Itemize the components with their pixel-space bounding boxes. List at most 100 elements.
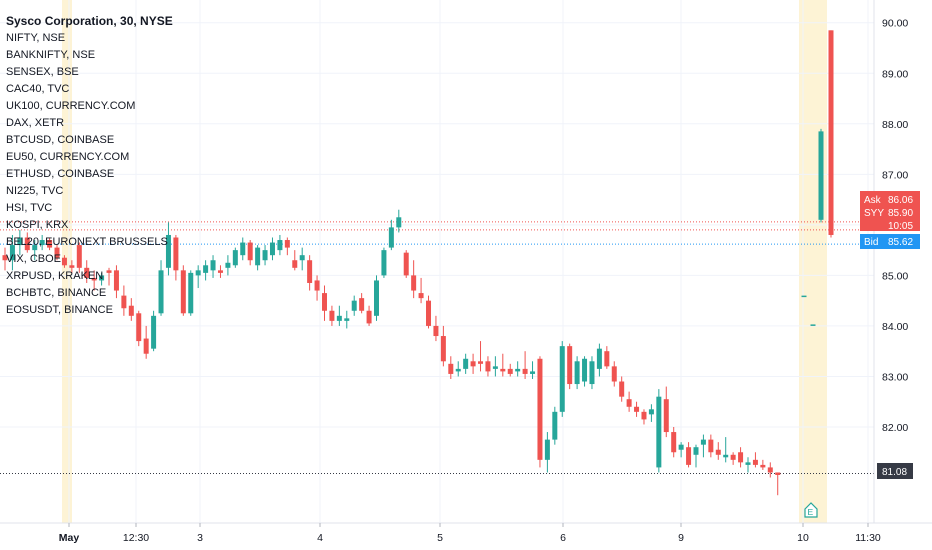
candle[interactable] <box>47 237 53 251</box>
candle[interactable] <box>574 356 580 390</box>
candle[interactable] <box>255 245 261 271</box>
candle[interactable] <box>99 272 105 286</box>
candle[interactable] <box>656 389 662 473</box>
candle[interactable] <box>611 361 617 387</box>
candle[interactable] <box>351 295 357 316</box>
symbol-item[interactable]: VIX, CBOE <box>6 253 62 265</box>
candle[interactable] <box>485 356 491 377</box>
candle[interactable] <box>210 255 216 278</box>
candle[interactable] <box>582 356 588 387</box>
candle[interactable] <box>173 234 179 281</box>
candle[interactable] <box>411 260 417 299</box>
candle[interactable] <box>180 265 186 316</box>
candle[interactable] <box>165 222 171 276</box>
candle[interactable] <box>515 361 521 377</box>
candle[interactable] <box>828 30 834 238</box>
symbol-item[interactable]: DAX, XETR <box>6 117 65 129</box>
candle[interactable] <box>292 250 298 271</box>
candle[interactable] <box>596 343 602 377</box>
candle[interactable] <box>801 295 807 298</box>
candle[interactable] <box>203 260 209 281</box>
symbol-item[interactable]: XRPUSD, KRAKEN <box>6 270 104 282</box>
candle[interactable] <box>136 310 142 347</box>
candle[interactable] <box>537 356 543 468</box>
candle[interactable] <box>225 255 231 276</box>
candle[interactable] <box>403 250 409 278</box>
symbol-item[interactable]: NIFTY, NSE <box>6 32 66 44</box>
candle[interactable] <box>693 444 699 468</box>
candle[interactable] <box>507 363 513 377</box>
candle[interactable] <box>17 229 23 256</box>
candle[interactable] <box>39 234 45 251</box>
candle[interactable] <box>314 275 320 301</box>
candle[interactable] <box>336 305 342 326</box>
candle[interactable] <box>9 234 15 271</box>
candle[interactable] <box>715 442 721 460</box>
candle[interactable] <box>745 457 751 473</box>
symbol-item[interactable]: CAC40, TVC <box>6 83 70 95</box>
candle[interactable] <box>61 255 67 268</box>
candle[interactable] <box>91 270 97 291</box>
candle[interactable] <box>760 459 766 470</box>
symbol-item[interactable]: UK100, CURRENCY.COM <box>6 100 136 112</box>
candle[interactable] <box>128 298 134 321</box>
candle[interactable] <box>151 310 157 352</box>
candle[interactable] <box>604 346 610 369</box>
candle[interactable] <box>188 270 194 316</box>
symbol-item[interactable]: NI225, TVC <box>6 185 64 197</box>
candle[interactable] <box>321 285 327 321</box>
candle[interactable] <box>359 293 365 314</box>
candle[interactable] <box>723 437 729 463</box>
candle[interactable] <box>663 386 669 438</box>
candle[interactable] <box>589 356 595 390</box>
symbol-item[interactable]: BTCUSD, COINBASE <box>6 134 115 146</box>
candle[interactable] <box>69 260 75 273</box>
candle[interactable] <box>269 237 275 261</box>
candle[interactable] <box>366 305 372 326</box>
candle[interactable] <box>648 404 654 422</box>
candle[interactable] <box>463 353 469 374</box>
candle[interactable] <box>344 310 350 329</box>
candle[interactable] <box>262 245 268 266</box>
candle[interactable] <box>619 376 625 402</box>
candle[interactable] <box>232 247 238 268</box>
candle[interactable] <box>217 265 223 278</box>
candle[interactable] <box>240 237 246 261</box>
candle[interactable] <box>32 240 38 261</box>
symbol-item[interactable]: BEL20, EURONEXT BRUSSELS <box>6 236 168 248</box>
candle[interactable] <box>544 432 550 473</box>
candle[interactable] <box>24 232 30 253</box>
candle[interactable] <box>448 356 454 379</box>
candle[interactable] <box>700 434 706 458</box>
candle[interactable] <box>522 351 528 379</box>
candle[interactable] <box>730 452 736 465</box>
time-axis[interactable]: May 12:30 3 4 5 6 9 10 11:30 <box>59 523 881 544</box>
candle[interactable] <box>500 353 506 377</box>
candle[interactable] <box>2 247 8 271</box>
candle[interactable] <box>775 472 781 496</box>
candle[interactable] <box>284 237 290 256</box>
candle[interactable] <box>478 341 484 372</box>
candle[interactable] <box>113 265 119 299</box>
candle[interactable] <box>277 234 283 256</box>
candle[interactable] <box>307 255 313 291</box>
symbol-item[interactable]: KOSPI, KRX <box>6 219 69 231</box>
candle[interactable] <box>54 245 60 261</box>
candle[interactable] <box>299 247 305 271</box>
symbol-item[interactable]: BANKNIFTY, NSE <box>6 49 96 61</box>
candle[interactable] <box>195 265 201 289</box>
candle[interactable] <box>559 341 565 417</box>
candle[interactable] <box>388 219 394 251</box>
candle[interactable] <box>567 343 573 390</box>
candle[interactable] <box>708 434 714 458</box>
candle[interactable] <box>738 447 744 468</box>
symbol-item[interactable]: EU50, CURRENCY.COM <box>6 151 130 163</box>
candle[interactable] <box>426 295 432 329</box>
candle[interactable] <box>106 267 112 286</box>
candle[interactable] <box>634 401 640 417</box>
candle[interactable] <box>374 275 379 321</box>
candle[interactable] <box>418 277 424 304</box>
candle[interactable] <box>329 305 335 326</box>
candle[interactable] <box>440 325 446 367</box>
